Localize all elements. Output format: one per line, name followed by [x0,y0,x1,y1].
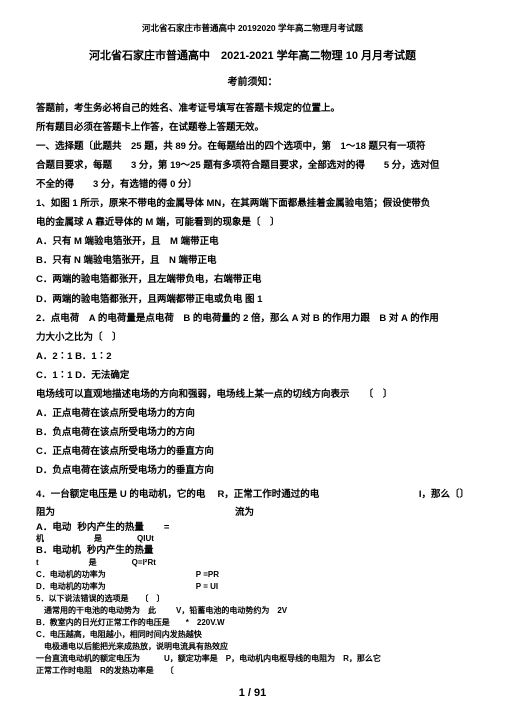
q4-a-r: = [164,522,170,533]
q1-stem: 1、如图 1 所示，原来不带电的金属导体 MN，在其两端下面都悬挂着金属验电箔；… [36,195,469,213]
q1-option-d: D．两端的验电箔都张开，且两端都带正电或负电 图 1 [36,291,469,309]
q1-option-c: C．两端的验电箔都张开，且左端带负电，右端带正电 [36,271,469,289]
q5-g: B．教室内的日光灯正常工作的电压是 * 220V.W [36,617,469,629]
q3-stem: 电场线可以直观地描述电场的方向和强弱，电场线上某一点的切线方向表示 〔 〕 [36,386,469,404]
q4-a-eq: QIUt [137,533,154,545]
q4-line2-l: 阻为 [36,504,55,522]
q4-c-t: C．电动机的功率为 [36,569,106,581]
q3-option-a: A．正点电荷在该点所受电场力的方向 [36,405,469,423]
q4-b-kw2: 是 [89,557,97,569]
q3-option-c: C．正点电荷在该点所受电场力的垂直方向 [36,443,469,461]
q4-optA-sub: 机 是 QIUt [36,533,469,545]
q4-line2-r: 流为 [235,504,254,522]
q5-h: C．电压越高，电阻越小，相同时间内发热越快 [36,629,469,641]
q5-e: 5．以下说法错误的选项是 〔 〕 [36,593,469,605]
q4-d: D．电动机的功率为 P = UI [36,581,469,593]
q2-stem: 2．点电荷 A 的电荷量是点电荷 B 的电荷量的 2 倍，那么 A 对 B 的作… [36,310,469,328]
q5-i: 电极通电以后能把光来成热放，说明电流具有热效应 [36,641,469,653]
intro-line: 不全的得 3 分，有选错的得 0 分〕 [36,176,469,194]
title: 河北省石家庄市普通高中 2021-2021 学年高二物理 10 月月考试题 [36,46,469,67]
q4-line1-m: R，正常工作时通过的电 [217,486,319,504]
q6-j: 一台直流电动机的额定电压为 U，额定功率是 P，电动机内电枢导线的电阻为 R，那… [36,653,469,665]
q4-a-l: A．电动 [36,522,71,533]
q4-c: C．电动机的功率为 P =PR [36,569,469,581]
q6-k: 正常工作时电阻 R的发热功率是 〔 [36,665,469,677]
subtitle: 考前须知： [36,73,469,92]
q5-f: 通常用的干电池的电动势为 此 V，铅蓄电池的电动势约为 2V [36,605,469,617]
q4-c-eq: P =PR [196,569,219,581]
page-number: 1 / 91 [0,683,505,704]
q5-f-r: V，铅蓄电池的电动势约为 2V [176,605,287,617]
intro-line: 合题目要求，每题 3 分，第 19～25 题有多项符合题目要求，全部选对的得 5… [36,157,469,175]
intro-line: 一、选择题〔此题共 25 题，共 89 分。在每题给出的四个选项中，第 1～18… [36,138,469,156]
q2-option-c: C．1∶1 D．无法确定 [36,367,469,385]
q4-b-eq: Q=I²Rt [132,557,156,569]
q3-option-d: D．负点电荷在该点所受电场力的垂直方向 [36,462,469,480]
q4-line1-r: I，那么〔〕 [419,486,469,504]
q4-line1-l: 4．一台额定电压是 U 的电动机，它的电 [36,486,205,504]
q3-option-b: B．负点电荷在该点所受电场力的方向 [36,424,469,442]
q2-option-a: A．2∶1 B．1∶2 [36,348,469,366]
q4-a-kw2: 是 [94,533,102,545]
q4-optB: B．电动机 秒内产生的热量 [36,545,469,556]
intro-line: 所有题目必须在答题卡上作答，在试题卷上答题无效。 [36,119,469,137]
q4-d-t: D．电动机的功率为 [36,581,106,593]
q4-b-m: 秒内产生的热量 [87,545,154,556]
q2-stem: 力大小之比为〔 〕 [36,329,469,347]
q1-option-a: A．只有 M 端验电箔张开，且 M 端带正电 [36,233,469,251]
q4-optB-sub: t 是 Q=I²Rt [36,557,469,569]
q1-stem: 电的金属球 A 靠近导体的 M 端，可能看到的现象是〔 〕 [36,214,469,232]
q4-line2: 阻为 流为 [36,504,469,522]
q4-a-m: 秒内产生的热量 [77,522,144,533]
intro-line: 答题前，考生务必将自己的姓名、准考证号填写在答题卡规定的位置上。 [36,100,469,118]
q4-b-l: B．电动机 [36,545,81,556]
q4-a-kw: 机 [36,533,44,545]
q4-line1: 4．一台额定电压是 U 的电动机，它的电 R，正常工作时通过的电 I，那么〔〕 [36,486,469,504]
q1-option-b: B．只有 N 端验电箔张开，且 N 端带正电 [36,252,469,270]
q4-d-eq: P = UI [196,581,218,593]
document-page: 河北省石家庄市普通高中 20192020 学年高二物理月考试题 河北省石家庄市普… [0,0,505,714]
header-line: 河北省石家庄市普通高中 20192020 学年高二物理月考试题 [36,20,469,36]
q4-optA: A．电动 秒内产生的热量 = [36,522,469,533]
q5-f-l: 通常用的干电池的电动势为 此 [36,605,156,617]
q4-b-kw: t [36,557,39,569]
